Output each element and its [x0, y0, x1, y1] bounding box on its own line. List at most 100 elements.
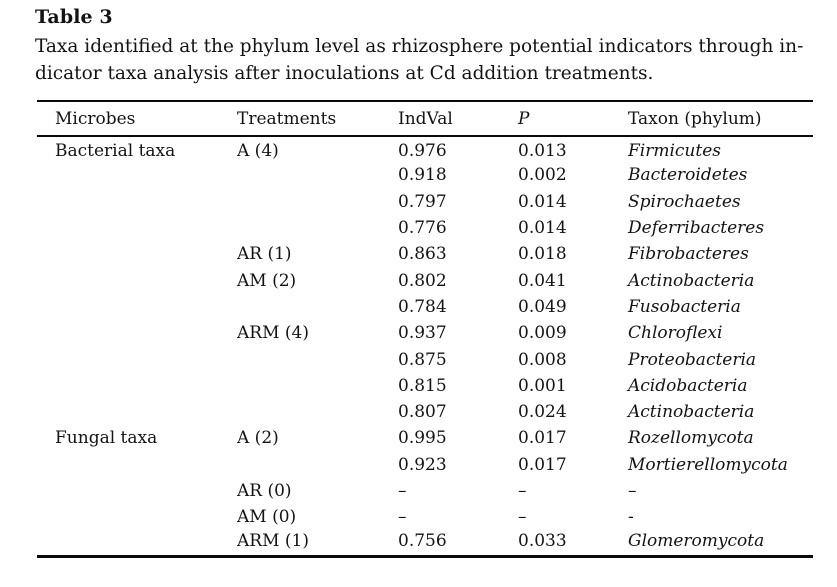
cell-treatment [237, 452, 398, 478]
cell-indval: 0.976 [398, 141, 447, 162]
table-row: 0.815 0.001 Acidobacteria [37, 373, 813, 399]
cell-taxon: Actinobacteria [628, 402, 755, 423]
cell-indval: 0.784 [398, 296, 447, 317]
cell-indval: 0.923 [398, 454, 447, 475]
cell-treatment [237, 373, 398, 399]
table-row: 0.784 0.049 Fusobacteria [37, 294, 813, 320]
cell-microbes [37, 189, 237, 215]
cell-microbes [37, 162, 237, 188]
column-header-treatments: Treatments [237, 108, 337, 129]
cell-treatment: A (2) [237, 428, 279, 449]
cell-treatment [237, 346, 398, 372]
cell-indval: – [398, 507, 407, 528]
cell-treatment: ARM (4) [237, 323, 309, 344]
cell-taxon: Fibrobacteres [628, 244, 749, 265]
cell-p: 0.009 [518, 323, 567, 344]
cell-microbes [37, 373, 237, 399]
table-body: Bacterial taxa A (4) 0.976 0.013 Firmicu… [37, 136, 813, 557]
cell-p: 0.008 [518, 349, 567, 370]
cell-indval: – [398, 481, 407, 501]
header-row: Microbes Treatments IndVal P Taxon (phyl… [37, 101, 813, 136]
cell-p: 0.049 [518, 296, 567, 317]
cell-microbes: Fungal taxa [55, 428, 158, 449]
cell-p: – [518, 481, 527, 501]
cell-microbes [37, 399, 237, 425]
cell-indval: 0.937 [398, 323, 447, 344]
cell-p: 0.014 [518, 191, 567, 212]
cell-indval: 0.807 [398, 402, 447, 423]
table-row: AR (0) – – – [37, 478, 813, 504]
cell-microbes [37, 267, 237, 293]
cell-indval: 0.756 [398, 530, 447, 551]
cell-treatment: AM (0) [237, 507, 297, 528]
cell-taxon: Rozellomycota [628, 428, 754, 449]
cell-treatment: A (4) [237, 141, 279, 162]
indicator-taxa-table: Microbes Treatments IndVal P Taxon (phyl… [37, 100, 813, 559]
cell-microbes [37, 241, 237, 267]
cell-microbes [37, 215, 237, 241]
cell-indval: 0.863 [398, 244, 447, 265]
cell-microbes [37, 452, 237, 478]
cell-p: 0.018 [518, 244, 567, 265]
cell-p: 0.024 [518, 402, 567, 423]
table-row: AR (1) 0.863 0.018 Fibrobacteres [37, 241, 813, 267]
cell-indval: 0.918 [398, 165, 447, 186]
cell-taxon: Proteobacteria [628, 349, 757, 370]
cell-indval: 0.802 [398, 270, 447, 291]
cell-treatment: AR (0) [237, 481, 292, 501]
cell-p: 0.017 [518, 428, 567, 449]
cell-indval: 0.995 [398, 428, 447, 449]
table-row: Bacterial taxa A (4) 0.976 0.013 Firmicu… [37, 136, 813, 162]
cell-microbes: Bacterial taxa [55, 141, 176, 162]
caption-line-2: dicator taxa analysis after inoculations… [35, 63, 654, 84]
cell-p: 0.001 [518, 375, 567, 396]
table-row: 0.776 0.014 Deferribacteres [37, 215, 813, 241]
table-row: ARM (1) 0.756 0.033 Glomeromycota [37, 530, 813, 556]
cell-microbes [37, 320, 237, 346]
cell-treatment: ARM (1) [237, 530, 309, 551]
column-header-microbes: Microbes [55, 108, 136, 129]
column-header-indval: IndVal [398, 108, 453, 129]
cell-taxon: Spirochaetes [628, 191, 741, 212]
table-row: 0.875 0.008 Proteobacteria [37, 346, 813, 372]
cell-taxon: Firmicutes [628, 141, 722, 162]
column-header-taxon: Taxon (phylum) [628, 108, 762, 129]
table-row: ARM (4) 0.937 0.009 Chloroflexi [37, 320, 813, 346]
table-row: 0.918 0.002 Bacteroidetes [37, 162, 813, 188]
cell-p: 0.002 [518, 165, 567, 186]
cell-indval: 0.815 [398, 375, 447, 396]
cell-p: 0.013 [518, 141, 567, 162]
cell-microbes [37, 504, 237, 530]
cell-indval: 0.797 [398, 191, 447, 212]
cell-taxon: - [628, 507, 634, 528]
cell-taxon: Deferribacteres [628, 218, 765, 239]
cell-taxon: Acidobacteria [628, 375, 748, 396]
cell-treatment: AR (1) [237, 244, 292, 265]
cell-p: 0.041 [518, 270, 567, 291]
cell-indval: 0.875 [398, 349, 447, 370]
caption-line-1: Taxa identified at the phylum level as r… [35, 36, 804, 57]
cell-taxon: Glomeromycota [628, 530, 765, 551]
cell-microbes [37, 478, 237, 504]
cell-taxon: Bacteroidetes [628, 165, 748, 186]
cell-indval: 0.776 [398, 218, 447, 239]
cell-taxon: Fusobacteria [628, 296, 741, 317]
cell-taxon: Chloroflexi [628, 323, 723, 344]
table-row: AM (2) 0.802 0.041 Actinobacteria [37, 267, 813, 293]
cell-p: 0.014 [518, 218, 567, 239]
cell-microbes [37, 294, 237, 320]
cell-treatment [237, 215, 398, 241]
cell-treatment [237, 294, 398, 320]
table-header: Microbes Treatments IndVal P Taxon (phyl… [37, 101, 813, 136]
column-header-p: P [518, 108, 530, 129]
cell-treatment [237, 162, 398, 188]
cell-microbes [37, 346, 237, 372]
table-row: Fungal taxa A (2) 0.995 0.017 Rozellomyc… [37, 425, 813, 451]
cell-p: 0.017 [518, 454, 567, 475]
cell-treatment: AM (2) [237, 270, 297, 291]
cell-treatment [237, 399, 398, 425]
cell-taxon: Actinobacteria [628, 270, 755, 291]
table-caption: Taxa identified at the phylum level as r… [35, 33, 825, 87]
cell-microbes [37, 530, 237, 556]
